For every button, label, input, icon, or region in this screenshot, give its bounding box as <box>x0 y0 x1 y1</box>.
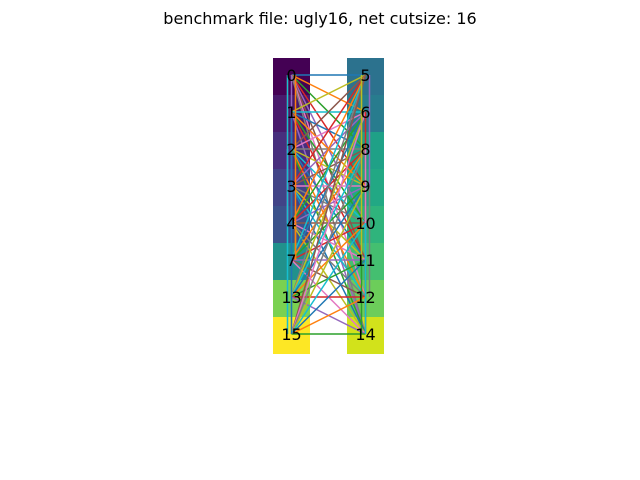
left-node-label-3: 3 <box>286 177 296 196</box>
left-node-label-1: 1 <box>286 103 296 122</box>
right-node-label-8: 8 <box>360 140 370 159</box>
edge-15-9 <box>290 185 367 335</box>
edge-2-5 <box>290 74 367 150</box>
edge-15-10 <box>290 222 367 335</box>
right-node-label-12: 12 <box>355 288 375 307</box>
edge-15-11 <box>290 259 367 335</box>
left-node-label-4: 4 <box>286 214 296 233</box>
right-node-label-14: 14 <box>355 325 375 344</box>
right-node-label-5: 5 <box>360 66 370 85</box>
left-node-label-7: 7 <box>286 251 296 270</box>
edge-3-5 <box>290 74 367 187</box>
figure-title: benchmark file: ugly16, net cutsize: 16 <box>163 9 477 28</box>
edge-15-5 <box>290 74 367 335</box>
left-node-label-15: 15 <box>281 325 301 344</box>
right-node-label-9: 9 <box>360 177 370 196</box>
left-node-label-13: 13 <box>281 288 301 307</box>
edge-13-5 <box>290 74 367 298</box>
edge-15-8 <box>290 148 367 335</box>
right-node-label-6: 6 <box>360 103 370 122</box>
left-node-label-2: 2 <box>286 140 296 159</box>
right-node-label-10: 10 <box>355 214 375 233</box>
net-edges <box>286 74 371 335</box>
edge-15-6 <box>290 111 367 335</box>
edge-4-5 <box>290 74 367 224</box>
edge-7-5 <box>290 74 367 261</box>
right-node-label-11: 11 <box>355 251 375 270</box>
left-node-label-0: 0 <box>286 66 296 85</box>
edge-15-12 <box>291 296 366 335</box>
edge-1-5 <box>291 74 366 113</box>
